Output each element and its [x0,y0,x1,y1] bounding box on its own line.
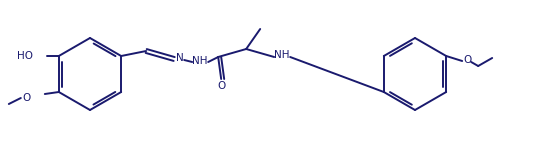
Text: O: O [463,55,472,65]
Text: O: O [23,93,31,103]
Text: HO: HO [17,51,33,61]
Text: O: O [217,81,225,91]
Text: NH: NH [275,50,290,60]
Text: N: N [176,53,184,63]
Text: NH: NH [193,56,208,66]
